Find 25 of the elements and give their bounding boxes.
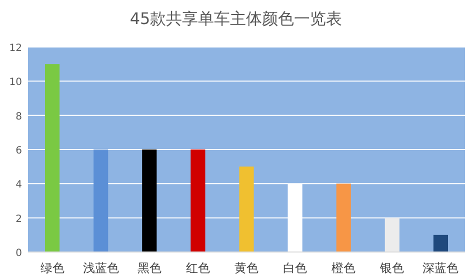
y-tick-label: 2 xyxy=(16,214,22,225)
x-tick-label: 浅蓝色 xyxy=(82,261,119,275)
y-tick-label: 6 xyxy=(16,146,22,156)
x-tick-label: 银色 xyxy=(379,261,404,275)
y-tick-label: 8 xyxy=(16,111,22,122)
bar xyxy=(44,64,60,252)
x-tick-label: 绿色 xyxy=(40,261,64,275)
x-tick-label: 红色 xyxy=(186,261,210,275)
bar xyxy=(239,166,254,252)
x-tick-label: 黑色 xyxy=(137,261,162,275)
x-tick-label: 深蓝色 xyxy=(422,261,459,275)
y-tick-label: 12 xyxy=(9,43,22,54)
y-tick-label: 10 xyxy=(9,77,22,88)
bar xyxy=(433,234,448,252)
bar xyxy=(142,150,157,252)
bar xyxy=(384,218,400,252)
bar xyxy=(94,150,108,252)
bar xyxy=(336,184,351,252)
x-tick-label: 白色 xyxy=(283,261,308,275)
y-tick-label: 0 xyxy=(16,248,22,259)
x-tick-label: 橙色 xyxy=(332,261,356,275)
x-tick-label: 黄色 xyxy=(234,261,258,275)
y-tick-label: 4 xyxy=(16,180,22,191)
bar xyxy=(190,150,206,252)
chart-title: 45款共享单车主体颜色一览表 xyxy=(130,9,342,28)
